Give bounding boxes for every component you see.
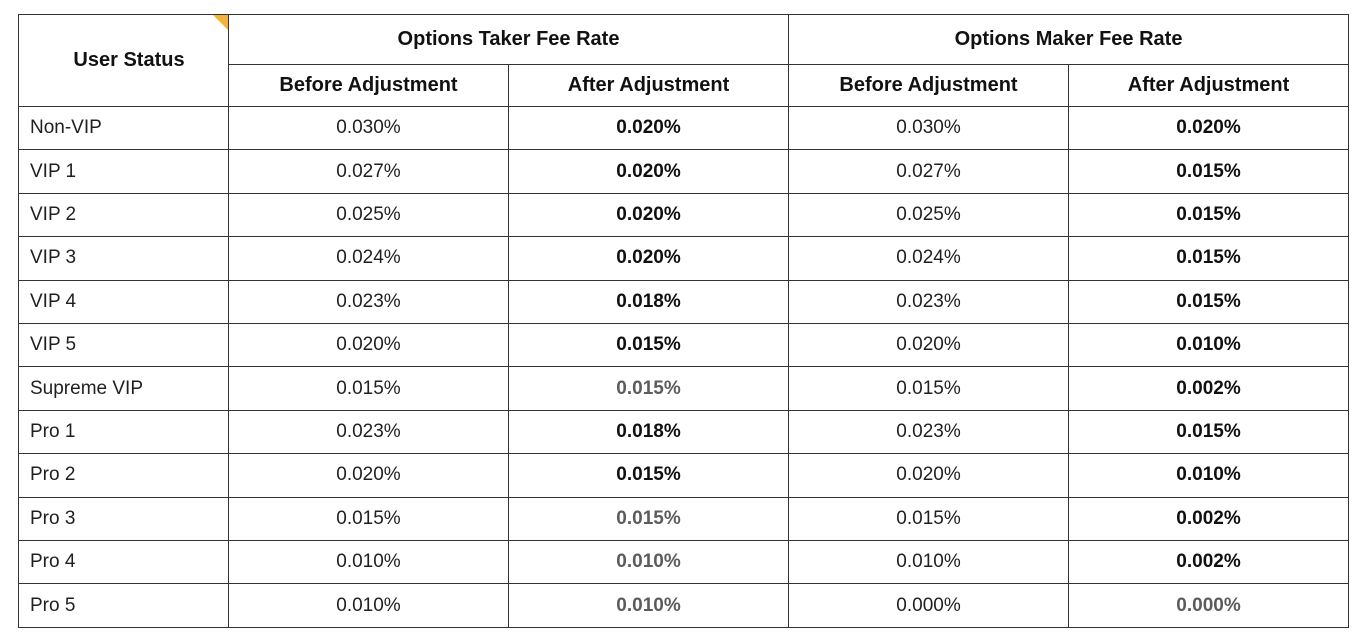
maker-before-cell: 0.015% xyxy=(788,496,1070,542)
maker-after-cell: 0.010% xyxy=(1068,323,1350,368)
maker-before-cell: 0.000% xyxy=(788,583,1070,628)
user-status-cell: VIP 4 xyxy=(18,279,229,325)
col-group-maker-fee: Options Maker Fee Rate xyxy=(788,14,1350,65)
taker-after-cell: 0.018% xyxy=(507,409,790,455)
maker-before-cell: 0.023% xyxy=(788,409,1070,455)
fee-table-body: Non-VIP 0.030% 0.020% 0.030% 0.020% VIP … xyxy=(18,105,1350,628)
user-status-cell: Pro 5 xyxy=(18,583,229,628)
user-status-cell: Non-VIP xyxy=(18,105,229,151)
table-row: Pro 5 0.010% 0.010% 0.000% 0.000% xyxy=(18,583,1350,628)
maker-after-cell: 0.015% xyxy=(1068,236,1350,281)
maker-before-cell: 0.027% xyxy=(788,149,1070,194)
taker-before-cell: 0.015% xyxy=(228,366,509,411)
maker-after-cell: 0.015% xyxy=(1068,279,1350,325)
taker-after-cell: 0.020% xyxy=(507,149,790,194)
col-header-user-status: User Status xyxy=(18,14,229,107)
col-group-taker-fee: Options Taker Fee Rate xyxy=(227,14,790,65)
col-header-maker-before: Before Adjustment xyxy=(788,64,1070,107)
taker-before-cell: 0.023% xyxy=(228,409,509,455)
user-status-cell: Pro 1 xyxy=(18,409,229,455)
table-row: VIP 1 0.027% 0.020% 0.027% 0.015% xyxy=(18,149,1350,194)
maker-before-cell: 0.025% xyxy=(788,192,1070,238)
col-header-maker-after: After Adjustment xyxy=(1068,64,1350,107)
maker-before-cell: 0.015% xyxy=(788,366,1070,411)
col-header-taker-before: Before Adjustment xyxy=(228,64,509,107)
col-header-taker-after: After Adjustment xyxy=(507,64,790,107)
user-status-cell: Supreme VIP xyxy=(18,366,229,411)
table-row: Pro 2 0.020% 0.015% 0.020% 0.010% xyxy=(18,453,1350,498)
table-row: VIP 5 0.020% 0.015% 0.020% 0.010% xyxy=(18,323,1350,368)
user-status-cell: Pro 4 xyxy=(18,540,229,585)
taker-after-cell: 0.010% xyxy=(507,540,790,585)
user-status-cell: VIP 1 xyxy=(18,149,229,194)
taker-before-cell: 0.030% xyxy=(228,105,509,151)
maker-before-cell: 0.023% xyxy=(788,279,1070,325)
user-status-cell: Pro 2 xyxy=(18,453,229,498)
maker-after-cell: 0.015% xyxy=(1068,192,1350,238)
user-status-header-label: User Status xyxy=(73,49,185,71)
user-status-cell: Pro 3 xyxy=(18,496,229,542)
fee-table-container: User Status Options Taker Fee Rate Optio… xyxy=(18,14,1350,628)
cell-note-corner-icon xyxy=(213,15,228,30)
taker-before-cell: 0.027% xyxy=(228,149,509,194)
maker-after-cell: 0.020% xyxy=(1068,105,1350,151)
table-row: VIP 3 0.024% 0.020% 0.024% 0.015% xyxy=(18,236,1350,281)
taker-before-cell: 0.015% xyxy=(228,496,509,542)
table-row: VIP 4 0.023% 0.018% 0.023% 0.015% xyxy=(18,279,1350,325)
table-row: Pro 1 0.023% 0.018% 0.023% 0.015% xyxy=(18,409,1350,455)
taker-before-cell: 0.023% xyxy=(228,279,509,325)
taker-after-cell: 0.018% xyxy=(507,279,790,325)
maker-before-cell: 0.010% xyxy=(788,540,1070,585)
maker-after-cell: 0.002% xyxy=(1068,496,1350,542)
user-status-cell: VIP 3 xyxy=(18,236,229,281)
maker-before-cell: 0.030% xyxy=(788,105,1070,151)
taker-before-cell: 0.020% xyxy=(228,323,509,368)
maker-before-cell: 0.024% xyxy=(788,236,1070,281)
table-row: VIP 2 0.025% 0.020% 0.025% 0.015% xyxy=(18,192,1350,238)
table-row: Pro 4 0.010% 0.010% 0.010% 0.002% xyxy=(18,540,1350,585)
options-fee-table: User Status Options Taker Fee Rate Optio… xyxy=(18,14,1350,628)
maker-before-cell: 0.020% xyxy=(788,323,1070,368)
taker-after-cell: 0.015% xyxy=(507,323,790,368)
taker-before-cell: 0.010% xyxy=(228,583,509,628)
taker-after-cell: 0.015% xyxy=(507,366,790,411)
maker-after-cell: 0.015% xyxy=(1068,409,1350,455)
maker-after-cell: 0.002% xyxy=(1068,540,1350,585)
maker-after-cell: 0.002% xyxy=(1068,366,1350,411)
maker-before-cell: 0.020% xyxy=(788,453,1070,498)
taker-after-cell: 0.010% xyxy=(507,583,790,628)
taker-after-cell: 0.015% xyxy=(507,496,790,542)
maker-after-cell: 0.010% xyxy=(1068,453,1350,498)
taker-after-cell: 0.015% xyxy=(507,453,790,498)
taker-before-cell: 0.010% xyxy=(228,540,509,585)
taker-before-cell: 0.020% xyxy=(228,453,509,498)
taker-before-cell: 0.025% xyxy=(228,192,509,238)
taker-before-cell: 0.024% xyxy=(228,236,509,281)
user-status-cell: VIP 2 xyxy=(18,192,229,238)
table-row: Pro 3 0.015% 0.015% 0.015% 0.002% xyxy=(18,496,1350,542)
user-status-cell: VIP 5 xyxy=(18,323,229,368)
table-row: Non-VIP 0.030% 0.020% 0.030% 0.020% xyxy=(18,105,1350,151)
taker-after-cell: 0.020% xyxy=(507,192,790,238)
taker-after-cell: 0.020% xyxy=(507,236,790,281)
table-row: Supreme VIP 0.015% 0.015% 0.015% 0.002% xyxy=(18,366,1350,411)
maker-after-cell: 0.000% xyxy=(1068,583,1350,628)
taker-after-cell: 0.020% xyxy=(507,105,790,151)
maker-after-cell: 0.015% xyxy=(1068,149,1350,194)
